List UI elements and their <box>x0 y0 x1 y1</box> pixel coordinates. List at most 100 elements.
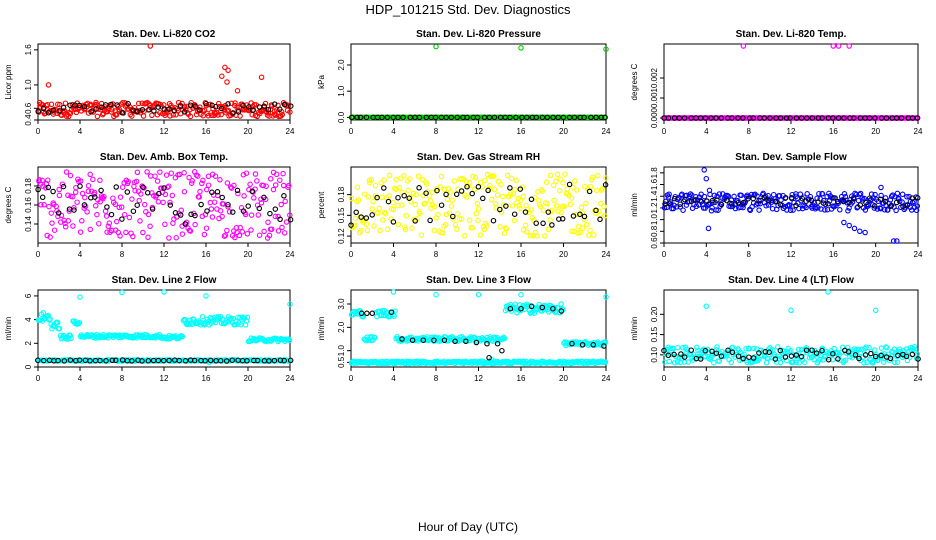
data-point <box>76 357 83 363</box>
data-point <box>406 195 412 201</box>
data-point <box>518 305 524 312</box>
x-tick-label: 8 <box>434 127 439 136</box>
data-point <box>423 190 429 196</box>
data-point <box>155 357 162 364</box>
data-point <box>756 350 762 356</box>
data-point <box>502 225 509 231</box>
data-point <box>72 189 79 196</box>
data-point <box>772 356 779 362</box>
data-point <box>491 186 498 193</box>
data-point <box>207 357 214 364</box>
data-point <box>491 173 497 179</box>
data-point <box>559 216 566 222</box>
data-point <box>426 193 433 199</box>
data-point <box>891 359 898 366</box>
data-point <box>271 101 278 107</box>
data-point <box>166 235 172 241</box>
data-point <box>62 220 68 227</box>
data-point <box>746 354 752 360</box>
data-point <box>207 199 214 206</box>
data-point <box>136 197 142 204</box>
data-point <box>714 197 720 203</box>
data-point <box>151 108 157 114</box>
x-tick-label: 0 <box>349 374 354 383</box>
data-point <box>70 223 76 229</box>
data-point <box>391 313 397 319</box>
x-tick-label: 4 <box>78 374 83 383</box>
data-point <box>358 227 364 234</box>
data-point <box>598 114 605 121</box>
data-point <box>144 190 151 196</box>
data-point <box>67 357 74 363</box>
data-point <box>129 113 135 119</box>
data-point <box>550 305 556 312</box>
data-point <box>690 351 697 358</box>
data-point <box>149 112 155 119</box>
data-point <box>352 215 359 221</box>
data-point <box>399 336 405 342</box>
data-point <box>371 223 377 229</box>
data-point <box>55 357 61 364</box>
data-point <box>165 109 171 115</box>
data-point <box>381 177 387 183</box>
data-point <box>481 226 488 233</box>
x-tick-label: 0 <box>349 127 354 136</box>
data-point <box>197 188 203 195</box>
data-point <box>568 195 575 201</box>
x-tick-label: 0 <box>349 250 354 259</box>
y-tick-label: 0.15 <box>650 326 659 342</box>
data-point <box>39 177 45 184</box>
data-point <box>525 302 532 308</box>
data-point <box>354 184 361 190</box>
data-point <box>575 230 581 236</box>
data-point <box>740 199 747 206</box>
data-point <box>793 115 800 121</box>
data-point <box>534 233 540 239</box>
data-point <box>454 114 460 121</box>
data-point <box>797 191 804 197</box>
data-point <box>407 176 413 182</box>
data-point <box>746 115 753 121</box>
data-point <box>716 191 723 197</box>
data-point <box>899 191 906 198</box>
data-point <box>266 232 273 239</box>
data-point <box>694 344 700 351</box>
data-point <box>45 82 52 88</box>
data-point <box>277 177 283 183</box>
data-point <box>850 196 857 202</box>
data-point <box>443 191 449 198</box>
data-point <box>571 114 578 121</box>
data-point <box>254 178 260 184</box>
data-point <box>915 356 921 362</box>
data-point <box>287 109 293 115</box>
data-point <box>831 195 837 201</box>
data-point <box>415 173 422 180</box>
data-point <box>820 357 827 363</box>
data-point <box>887 355 894 362</box>
data-point <box>277 216 283 223</box>
data-point <box>245 203 251 209</box>
data-point <box>402 224 408 230</box>
data-point <box>845 349 852 355</box>
data-point <box>896 198 903 205</box>
data-point <box>586 232 592 239</box>
data-point <box>911 344 918 350</box>
data-point <box>466 179 473 186</box>
data-point <box>231 182 237 189</box>
data-point <box>578 204 585 211</box>
data-point <box>825 289 831 295</box>
data-point <box>745 195 751 202</box>
data-point <box>809 347 815 353</box>
data-point <box>200 112 206 119</box>
data-point <box>521 306 528 313</box>
data-point <box>261 228 267 235</box>
data-point <box>498 181 504 188</box>
data-point <box>244 314 251 321</box>
data-point <box>379 307 386 314</box>
data-point <box>446 210 453 216</box>
data-point <box>235 109 242 115</box>
panel-title: Stan. Dev. Sample Flow <box>735 152 847 163</box>
panel-5: Stan. Dev. Gas Stream RH percent 0 4 8 12 16 20… <box>317 152 611 259</box>
